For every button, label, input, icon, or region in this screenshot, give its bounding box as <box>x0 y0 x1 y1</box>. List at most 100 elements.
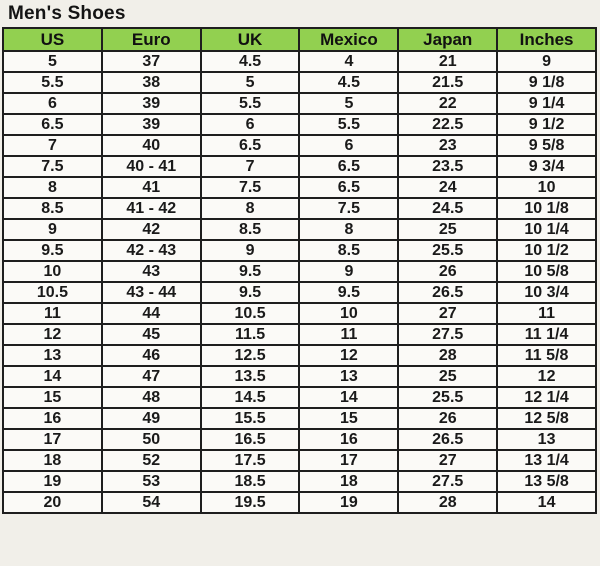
table-row: 5.5 38 5 4.5 21.5 9 1/8 <box>2 71 597 94</box>
table-row: 7.5 40 - 41 7 6.5 23.5 9 3/4 <box>2 155 597 178</box>
table-cell-us: 20 <box>2 491 103 514</box>
table-cell-inches: 10 <box>496 176 597 199</box>
table-cell-uk: 18.5 <box>199 470 301 493</box>
table-cell-us: 14 <box>2 365 103 388</box>
table-row: 7 40 6.5 6 23 9 5/8 <box>2 134 597 157</box>
table-row: 9.5 42 - 43 9 8.5 25.5 10 1/2 <box>2 239 597 262</box>
table-cell-uk: 9 <box>199 239 301 262</box>
table-cell-us: 5.5 <box>2 71 103 94</box>
table-row: 14 47 13.5 13 25 12 <box>2 365 597 388</box>
table-cell-euro: 52 <box>100 449 202 472</box>
table-cell-japan: 25 <box>397 218 499 241</box>
page-title: Men's Shoes <box>8 3 126 24</box>
table-cell-mexico: 12 <box>298 344 400 367</box>
table-cell-us: 5 <box>2 50 103 73</box>
table-cell-euro: 39 <box>100 113 202 136</box>
table-cell-uk: 6.5 <box>199 134 301 157</box>
table-cell-inches: 9 1/2 <box>496 113 597 136</box>
table-cell-japan: 26.5 <box>397 428 499 451</box>
table-cell-inches: 10 5/8 <box>496 260 597 283</box>
table-row: 19 53 18.5 18 27.5 13 5/8 <box>2 470 597 493</box>
table-cell-uk: 9.5 <box>199 260 301 283</box>
table-cell-japan: 25.5 <box>397 239 499 262</box>
table-cell-inches: 11 1/4 <box>496 323 597 346</box>
table-cell-mexico: 18 <box>298 470 400 493</box>
table-cell-mexico: 5 <box>298 92 400 115</box>
table-cell-euro: 41 <box>100 176 202 199</box>
table-row: 13 46 12.5 12 28 11 5/8 <box>2 344 597 367</box>
table-cell-mexico: 9.5 <box>298 281 400 304</box>
table-cell-inches: 9 <box>496 50 597 73</box>
column-header-mexico: Mexico <box>298 27 400 52</box>
table-cell-inches: 12 5/8 <box>496 407 597 430</box>
table-cell-inches: 10 3/4 <box>496 281 597 304</box>
table-cell-us: 10.5 <box>2 281 103 304</box>
table-cell-euro: 47 <box>100 365 202 388</box>
table-cell-euro: 37 <box>100 50 202 73</box>
table-cell-euro: 41 - 42 <box>100 197 202 220</box>
table-cell-uk: 7 <box>199 155 301 178</box>
table-cell-japan: 21 <box>397 50 499 73</box>
table-cell-japan: 28 <box>397 491 499 514</box>
table-cell-uk: 12.5 <box>199 344 301 367</box>
table-cell-euro: 45 <box>100 323 202 346</box>
table-cell-mexico: 4 <box>298 50 400 73</box>
column-header-japan: Japan <box>397 27 499 52</box>
table-row: 10.5 43 - 44 9.5 9.5 26.5 10 3/4 <box>2 281 597 304</box>
table-cell-uk: 8.5 <box>199 218 301 241</box>
table-cell-inches: 11 <box>496 302 597 325</box>
table-cell-euro: 49 <box>100 407 202 430</box>
table-cell-euro: 50 <box>100 428 202 451</box>
table-cell-inches: 14 <box>496 491 597 514</box>
table-cell-mexico: 16 <box>298 428 400 451</box>
table-cell-japan: 23.5 <box>397 155 499 178</box>
table-row: 8 41 7.5 6.5 24 10 <box>2 176 597 199</box>
table-cell-mexico: 19 <box>298 491 400 514</box>
table-cell-us: 6 <box>2 92 103 115</box>
table-cell-japan: 28 <box>397 344 499 367</box>
table-cell-inches: 10 1/8 <box>496 197 597 220</box>
table-cell-mexico: 9 <box>298 260 400 283</box>
table-cell-uk: 5 <box>199 71 301 94</box>
table-cell-mexico: 14 <box>298 386 400 409</box>
table-row: 12 45 11.5 11 27.5 11 1/4 <box>2 323 597 346</box>
column-header-inches: Inches <box>496 27 597 52</box>
table-row: 6.5 39 6 5.5 22.5 9 1/2 <box>2 113 597 136</box>
table-cell-inches: 13 1/4 <box>496 449 597 472</box>
table-cell-uk: 16.5 <box>199 428 301 451</box>
table-cell-us: 6.5 <box>2 113 103 136</box>
table-cell-euro: 42 <box>100 218 202 241</box>
table-cell-inches: 11 5/8 <box>496 344 597 367</box>
table-cell-mexico: 15 <box>298 407 400 430</box>
table-cell-inches: 9 3/4 <box>496 155 597 178</box>
table-row: 5 37 4.5 4 21 9 <box>2 50 597 73</box>
table-cell-euro: 48 <box>100 386 202 409</box>
table-row: 6 39 5.5 5 22 9 1/4 <box>2 92 597 115</box>
table-row: 18 52 17.5 17 27 13 1/4 <box>2 449 597 472</box>
table-cell-japan: 22 <box>397 92 499 115</box>
table-cell-uk: 11.5 <box>199 323 301 346</box>
table-cell-uk: 9.5 <box>199 281 301 304</box>
table-cell-us: 18 <box>2 449 103 472</box>
table-cell-uk: 7.5 <box>199 176 301 199</box>
table-row: 11 44 10.5 10 27 11 <box>2 302 597 325</box>
table-cell-us: 10 <box>2 260 103 283</box>
table-cell-euro: 53 <box>100 470 202 493</box>
table-cell-inches: 10 1/2 <box>496 239 597 262</box>
table-cell-us: 9.5 <box>2 239 103 262</box>
table-cell-mexico: 4.5 <box>298 71 400 94</box>
shoe-size-conversion-table: US Euro UK Mexico Japan Inches 5 37 4.5 4 21 9 5.5 3… <box>2 27 597 514</box>
table-cell-us: 13 <box>2 344 103 367</box>
table-row: 8.5 41 - 42 8 7.5 24.5 10 1/8 <box>2 197 597 220</box>
table-header: US Euro UK Mexico Japan Inches <box>2 27 597 52</box>
table-cell-uk: 13.5 <box>199 365 301 388</box>
table-cell-us: 12 <box>2 323 103 346</box>
table-cell-us: 16 <box>2 407 103 430</box>
table-cell-mexico: 8 <box>298 218 400 241</box>
table-cell-us: 9 <box>2 218 103 241</box>
table-cell-uk: 8 <box>199 197 301 220</box>
table-row: 15 48 14.5 14 25.5 12 1/4 <box>2 386 597 409</box>
table-cell-inches: 10 1/4 <box>496 218 597 241</box>
table-cell-inches: 9 5/8 <box>496 134 597 157</box>
table-cell-uk: 10.5 <box>199 302 301 325</box>
